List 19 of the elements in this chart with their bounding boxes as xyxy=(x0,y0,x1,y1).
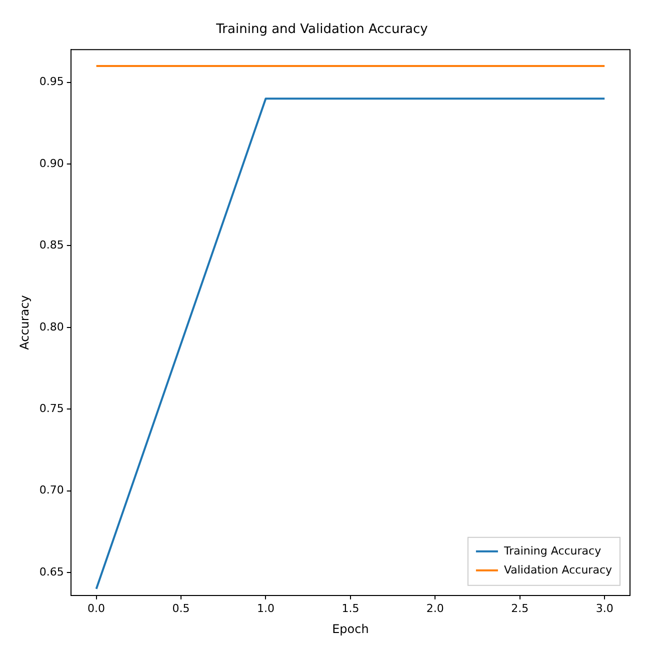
legend-label: Training Accuracy xyxy=(502,544,602,558)
legend-label: Validation Accuracy xyxy=(504,563,612,576)
y-tick-label: 0.65 xyxy=(39,565,64,578)
x-tick-label: 0.0 xyxy=(88,602,106,615)
y-tick-label: 0.80 xyxy=(39,320,64,334)
x-tick-label: 1.0 xyxy=(256,602,274,615)
x-tick-label: 1.5 xyxy=(342,602,360,615)
y-tick-label: 0.75 xyxy=(39,402,64,415)
x-axis-title: Epoch xyxy=(332,622,369,636)
y-tick-label: 0.95 xyxy=(39,75,64,88)
y-tick-label: 0.90 xyxy=(39,156,64,170)
x-tick-label: 2.0 xyxy=(426,602,444,615)
y-axis-title: Accuracy xyxy=(17,295,32,350)
x-tick-label: 3.0 xyxy=(596,602,614,615)
x-tick-label: 2.5 xyxy=(511,602,529,615)
y-tick-label: 0.85 xyxy=(39,238,64,252)
chart-title: Training and Validation Accuracy xyxy=(215,22,428,38)
x-tick-label: 0.5 xyxy=(172,602,190,615)
y-tick-label: 0.70 xyxy=(39,484,64,497)
